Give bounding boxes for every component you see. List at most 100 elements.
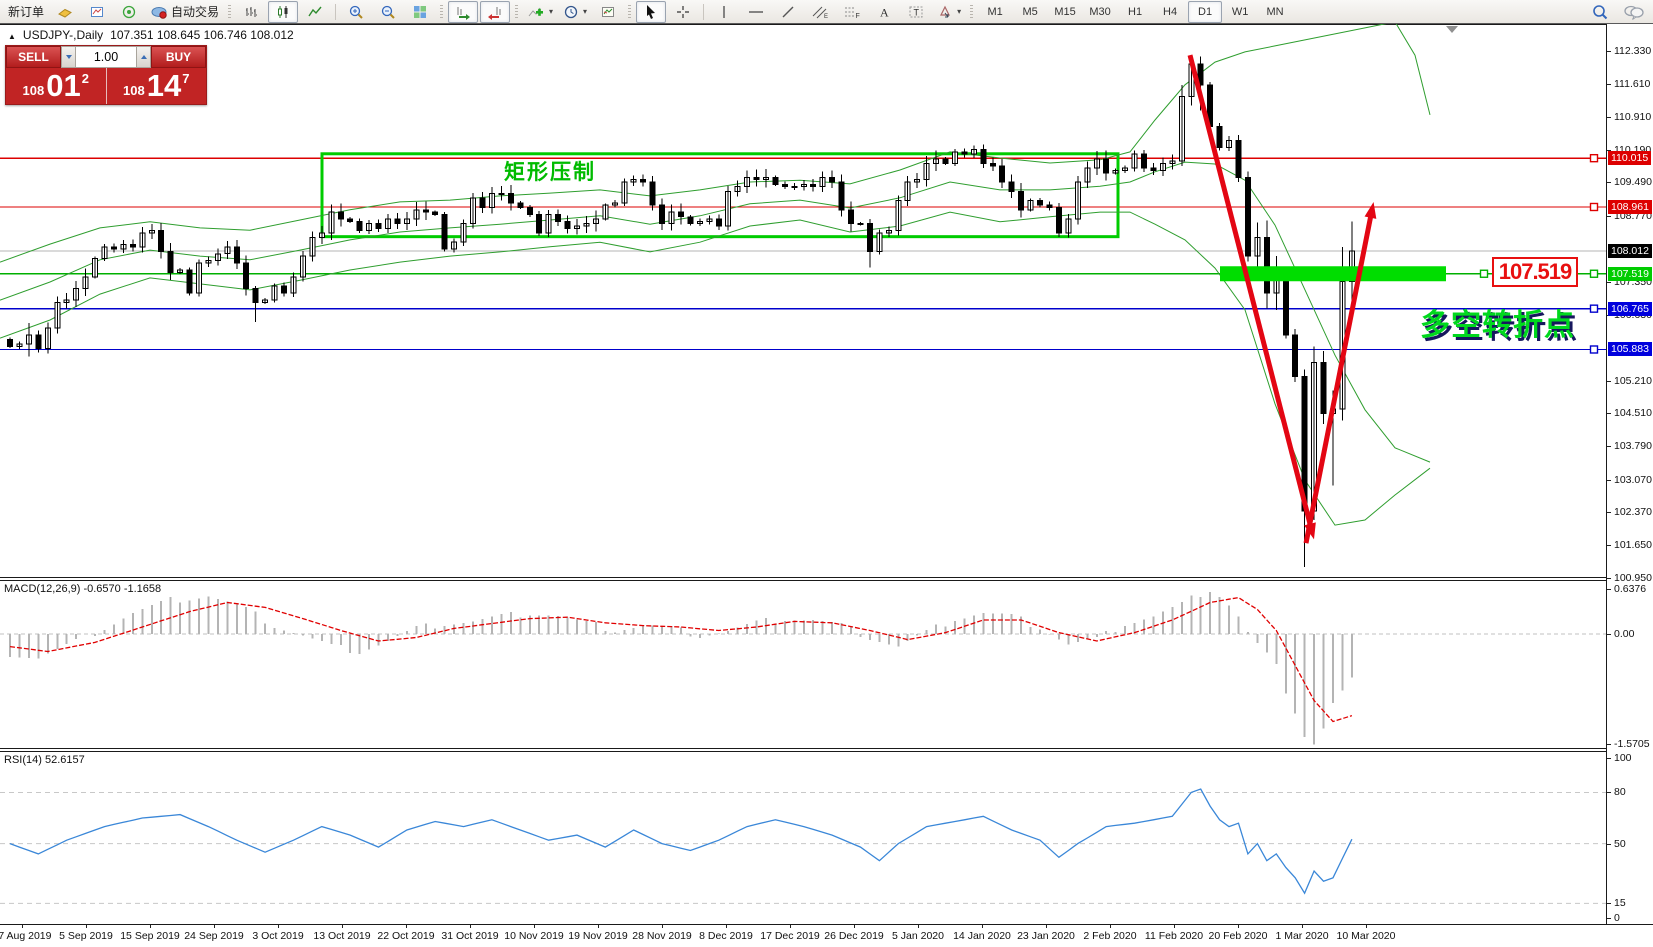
date-label: 24 Sep 2019 [184,930,244,942]
arrows-button[interactable]: ▾ [933,1,965,23]
support-highlight-bar[interactable] [1220,266,1446,282]
community-chat-icon[interactable] [1619,1,1649,23]
search-icon[interactable] [1585,1,1615,23]
arrows-caret-icon: ▾ [957,7,962,16]
spinner-up-icon [140,55,147,59]
sell-button[interactable]: SELL [6,46,61,68]
chart-shift-button[interactable] [480,0,511,23]
horizontal-line-button[interactable] [741,1,771,23]
chart-shift-marker-icon[interactable] [1446,26,1458,33]
date-tickmark [1110,925,1111,928]
down-trend-arrow[interactable] [1187,54,1316,540]
rectangle-annotation-label[interactable]: 矩形压制 [504,161,596,184]
price-tag-105.883: 105.883 [1608,342,1652,357]
autotrading-button[interactable]: 自动交易 [146,1,223,23]
fibonacci-button[interactable]: F [837,1,867,23]
line-handle[interactable] [1589,345,1599,354]
indicators-button[interactable]: ▾ [523,1,557,23]
auto-scroll-button[interactable] [448,0,479,23]
timeframe-button-mn[interactable]: MN [1266,5,1284,18]
line-handle[interactable] [1589,304,1599,313]
buy-button[interactable]: BUY [151,46,206,68]
panel-separator[interactable] [0,748,1653,752]
date-axis[interactable]: 27 Aug 2019 5 Sep 2019 15 Sep 2019 24 Sep 2… [0,924,1653,947]
sell-price-display[interactable]: 108 01 2 [6,68,107,104]
price-tag-108.961: 108.961 [1608,199,1652,214]
date-label: 10 Nov 2019 [504,930,564,942]
timeframe-button-m5[interactable]: M5 [1022,5,1038,18]
text-label-button[interactable]: T [901,1,931,23]
date-label: 26 Dec 2019 [824,930,884,942]
text-button[interactable]: A [869,1,899,23]
tile-windows-button[interactable] [405,1,435,23]
line-handle[interactable] [1589,153,1599,163]
line-chart-button[interactable] [300,1,330,23]
date-tickmark [342,925,343,928]
templates-button[interactable] [593,1,623,23]
timeframe-group: M1 M5 M15 M30 H1 H4 D1 W1 MN [978,0,1292,23]
date-label: 22 Oct 2019 [377,930,435,942]
sell-price-point: 2 [81,71,89,86]
macd-histogram [9,591,1353,745]
date-tickmark [150,925,151,928]
svg-text:T: T [914,7,920,17]
zoom-in-button[interactable] [341,1,371,23]
line-handle[interactable] [1589,269,1599,278]
date-tickmark [86,925,87,928]
rectangle-annotation[interactable] [320,152,1120,239]
volume-decrease-button[interactable] [61,46,76,68]
date-tickmark [214,925,215,928]
price-axis[interactable]: 112.330 111.610 110.910 110.190 109.490 108.7… [1606,24,1653,924]
date-label: 20 Feb 2020 [1208,930,1268,942]
timeframe-button-m30[interactable]: M30 [1089,5,1111,18]
date-label: 5 Jan 2020 [892,930,944,942]
equidistant-channel-button[interactable]: E [805,1,835,23]
svg-text:F: F [856,13,860,20]
line-handle[interactable] [1589,202,1599,212]
date-label: 15 Sep 2019 [120,930,180,942]
timeframe-button-m15[interactable]: M15 [1054,5,1076,18]
trendline-button[interactable] [773,1,803,23]
indicators-caret-icon: ▾ [549,7,554,16]
macd-indicator-panel [0,581,1606,748]
up-trend-arrow[interactable] [1303,201,1377,544]
new-order-button[interactable]: 新订单 [4,1,48,23]
timeframe-button-d1[interactable]: D1 [1188,0,1223,23]
macd-label: MACD(12,26,9) -0.6570 -1.1658 [4,583,162,595]
cursor-button[interactable] [636,0,667,23]
timeframe-button-w1[interactable]: W1 [1231,5,1249,18]
symbol-period-label: USDJPY-,Daily [22,28,104,42]
date-label: 14 Jan 2020 [953,930,1011,942]
line-handle[interactable] [1479,269,1489,278]
spinner-down-icon [65,55,72,59]
timeframe-button-h1[interactable]: H1 [1128,5,1143,18]
quote-ohlc-values: 107.351 108.645 106.746 108.012 [110,28,294,42]
rsi-label: RSI(14) 52.6157 [4,754,85,766]
date-tickmark [726,925,727,928]
svg-text:E: E [824,14,828,20]
date-label: 1 Mar 2020 [1275,930,1329,942]
axis-tick: 112.330 [1607,44,1651,58]
candlestick-chart-button[interactable] [268,0,299,23]
vertical-line-button[interactable] [709,1,739,23]
crosshair-button[interactable] [668,1,698,23]
date-tickmark [1174,925,1175,928]
date-tickmark [982,925,983,928]
one-click-trading-panel: SELL 1.00 BUY 108 01 2 108 14 7 [5,45,207,105]
date-label: 8 Dec 2019 [699,930,753,942]
timeframe-button-h4[interactable]: H4 [1163,5,1178,18]
date-label: 19 Nov 2019 [568,930,628,942]
market-watch-icon[interactable] [50,1,80,23]
buy-price-display[interactable]: 108 14 7 [107,68,207,104]
bar-chart-button[interactable] [236,1,266,23]
volume-input[interactable]: 1.00 [76,46,136,68]
timeframe-button-m1[interactable]: M1 [987,5,1003,18]
signals-icon[interactable] [114,1,144,23]
chart-window-icon[interactable] [82,1,112,23]
zoom-out-button[interactable] [373,1,403,23]
periods-button[interactable]: ▾ [559,1,591,23]
panel-separator[interactable] [0,577,1653,581]
turning-point-annotation-label[interactable]: 多空转折点 [1420,309,1575,342]
volume-increase-button[interactable] [136,46,151,68]
price-callout-label[interactable]: 107.519 [1492,257,1578,287]
